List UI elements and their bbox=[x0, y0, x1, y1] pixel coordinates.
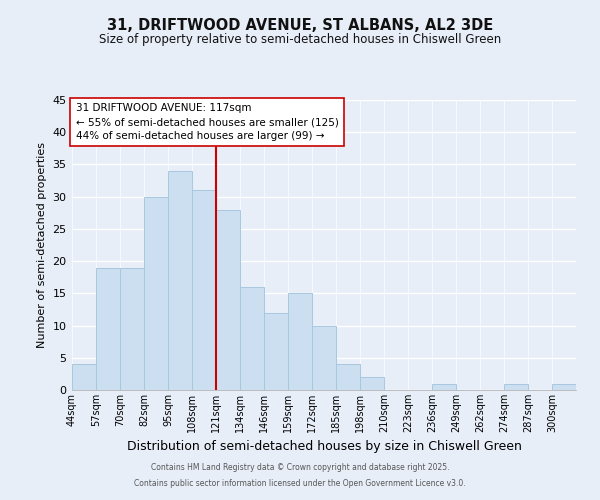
Text: Contains public sector information licensed under the Open Government Licence v3: Contains public sector information licen… bbox=[134, 478, 466, 488]
Bar bbox=[432, 384, 456, 390]
Bar bbox=[312, 326, 336, 390]
Bar bbox=[240, 287, 264, 390]
Bar bbox=[192, 190, 216, 390]
Bar bbox=[336, 364, 360, 390]
Bar bbox=[120, 268, 144, 390]
Bar bbox=[96, 268, 120, 390]
X-axis label: Distribution of semi-detached houses by size in Chiswell Green: Distribution of semi-detached houses by … bbox=[127, 440, 521, 454]
Bar bbox=[144, 196, 168, 390]
Text: Size of property relative to semi-detached houses in Chiswell Green: Size of property relative to semi-detach… bbox=[99, 32, 501, 46]
Bar bbox=[72, 364, 96, 390]
Bar bbox=[168, 171, 192, 390]
Bar bbox=[216, 210, 240, 390]
Bar bbox=[360, 377, 384, 390]
Bar bbox=[264, 312, 288, 390]
Bar bbox=[552, 384, 576, 390]
Y-axis label: Number of semi-detached properties: Number of semi-detached properties bbox=[37, 142, 47, 348]
Bar bbox=[288, 294, 312, 390]
Text: 31, DRIFTWOOD AVENUE, ST ALBANS, AL2 3DE: 31, DRIFTWOOD AVENUE, ST ALBANS, AL2 3DE bbox=[107, 18, 493, 32]
Text: 31 DRIFTWOOD AVENUE: 117sqm
← 55% of semi-detached houses are smaller (125)
44% : 31 DRIFTWOOD AVENUE: 117sqm ← 55% of sem… bbox=[76, 103, 338, 141]
Text: Contains HM Land Registry data © Crown copyright and database right 2025.: Contains HM Land Registry data © Crown c… bbox=[151, 464, 449, 472]
Bar bbox=[504, 384, 528, 390]
